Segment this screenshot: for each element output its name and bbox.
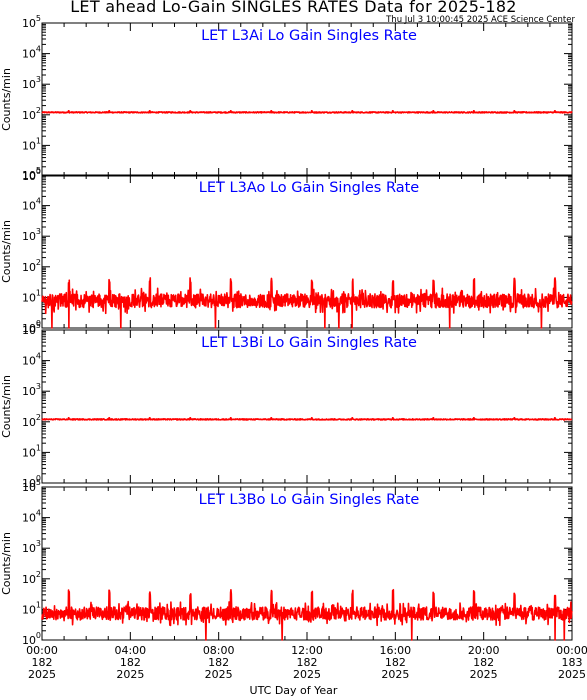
panel-frame [41, 22, 573, 177]
y-tick-label: 10 [22, 324, 36, 337]
x-tick-label-year: 2025 [116, 668, 144, 681]
y-tick-exponent: 0 [36, 631, 41, 640]
y-tick-label: 10 [22, 573, 36, 586]
y-tick-label: 10 [22, 355, 36, 368]
y-tick-label: 10 [22, 200, 36, 213]
y-tick-label: 10 [22, 78, 36, 91]
panel-title: LET L3Bi Lo Gain Singles Rate [201, 335, 417, 351]
panel-title: LET L3Ai Lo Gain Singles Rate [201, 28, 417, 44]
chart-title: LET ahead Lo-Gain SINGLES RATES Data for… [70, 0, 517, 16]
y-tick-label: 10 [22, 139, 36, 152]
panel-title: LET L3Bo Lo Gain Singles Rate [199, 492, 420, 508]
x-tick-label-time: 00:00 [556, 644, 587, 657]
y-tick-exponent: 2 [36, 258, 41, 267]
y-tick-label: 10 [22, 634, 36, 647]
x-tick-label-year: 2025 [28, 668, 56, 681]
y-tick-label: 10 [22, 603, 36, 616]
y-tick-label: 10 [22, 261, 36, 274]
y-tick-exponent: 4 [36, 509, 41, 518]
y-tick-exponent: 2 [36, 570, 41, 579]
x-tick-label-doy: 182 [208, 656, 229, 669]
y-tick-label: 10 [22, 446, 36, 459]
y-tick-label: 10 [22, 512, 36, 525]
series-line [41, 588, 573, 641]
y-tick-label: 10 [22, 17, 36, 30]
y-tick-label: 10 [22, 109, 36, 122]
x-axis-label: UTC Day of Year [249, 684, 338, 697]
y-axis-label: Counts/min [0, 220, 13, 283]
x-tick-label-year: 2025 [470, 668, 498, 681]
series-line [41, 110, 573, 114]
y-tick-label: 10 [22, 416, 36, 429]
x-tick-label-doy: 182 [385, 656, 406, 669]
y-tick-exponent: 4 [36, 45, 41, 54]
series-line [41, 417, 573, 421]
y-tick-label: 10 [22, 170, 36, 183]
y-tick-exponent: 3 [36, 382, 41, 391]
y-tick-exponent: 3 [36, 75, 41, 84]
y-tick-exponent: 2 [36, 106, 41, 115]
panel-title: LET L3Ao Lo Gain Singles Rate [199, 180, 419, 196]
y-tick-label: 10 [22, 48, 36, 61]
y-tick-exponent: 3 [36, 539, 41, 548]
x-tick-label-doy: 183 [562, 656, 583, 669]
x-tick-label-doy: 182 [32, 656, 53, 669]
y-tick-exponent: 5 [36, 14, 41, 23]
y-tick-exponent: 1 [36, 136, 41, 145]
y-tick-label: 10 [22, 481, 36, 494]
y-tick-exponent: 4 [36, 352, 41, 361]
y-tick-exponent: 5 [36, 478, 41, 487]
y-tick-label: 10 [22, 385, 36, 398]
x-tick-label-year: 2025 [293, 668, 321, 681]
y-tick-exponent: 0 [36, 167, 41, 176]
y-tick-exponent: 0 [36, 474, 41, 483]
x-tick-label-time: 12:00 [291, 644, 323, 657]
y-axis-label: Counts/min [0, 68, 13, 131]
x-tick-label-year: 2025 [205, 668, 233, 681]
x-tick-label-doy: 182 [297, 656, 318, 669]
y-tick-label: 10 [22, 230, 36, 243]
x-tick-label-time: 08:00 [203, 644, 235, 657]
y-axis-label: Counts/min [0, 375, 13, 438]
panel-frame [41, 329, 573, 484]
y-tick-exponent: 5 [36, 166, 41, 175]
y-tick-label: 10 [22, 322, 36, 335]
x-tick-label-year: 2025 [558, 668, 586, 681]
y-tick-label: 10 [22, 169, 36, 182]
x-tick-label-doy: 182 [120, 656, 141, 669]
x-tick-label-time: 00:00 [26, 644, 58, 657]
y-tick-exponent: 3 [36, 227, 41, 236]
series-line [41, 277, 573, 329]
y-tick-exponent: 2 [36, 413, 41, 422]
x-tick-label-year: 2025 [381, 668, 409, 681]
y-tick-exponent: 1 [36, 600, 41, 609]
y-tick-label: 10 [22, 542, 36, 555]
y-tick-exponent: 1 [36, 443, 41, 452]
y-axis-label: Counts/min [0, 532, 13, 595]
generation-timestamp: Thu Jul 3 10:00:45 2025 ACE Science Cent… [386, 15, 575, 25]
x-tick-label-time: 20:00 [468, 644, 500, 657]
x-tick-label-time: 16:00 [379, 644, 411, 657]
x-tick-label-time: 04:00 [114, 644, 146, 657]
y-tick-label: 10 [22, 477, 36, 490]
y-tick-exponent: 1 [36, 288, 41, 297]
y-tick-exponent: 4 [36, 197, 41, 206]
y-tick-exponent: 5 [36, 321, 41, 330]
x-tick-label-doy: 182 [473, 656, 494, 669]
y-tick-label: 10 [22, 291, 36, 304]
y-tick-exponent: 0 [36, 319, 41, 328]
